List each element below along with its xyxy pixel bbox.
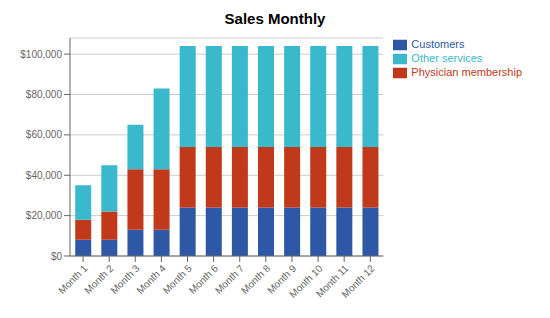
svg-text:Month 1: Month 1 [56, 262, 90, 296]
html-text:Other services: Other services [411, 52, 483, 65]
svg-text:$100,000: $100,000 [20, 49, 62, 60]
svg-text:Month 4: Month 4 [134, 262, 168, 296]
svg-text:Month 3: Month 3 [108, 262, 142, 296]
svg-text:Month 9: Month 9 [265, 262, 299, 296]
svg-text:Month 11: Month 11 [313, 262, 351, 300]
svg-text:$20,000: $20,000 [26, 210, 63, 221]
svg-text:Month 2: Month 2 [82, 262, 116, 296]
html-text:Physician membership: Physician membership [411, 66, 522, 79]
svg-text:Month 5: Month 5 [160, 262, 194, 296]
html-text:Customers: Customers [411, 38, 465, 50]
svg-text:Month 10: Month 10 [287, 262, 325, 300]
svg-text:$80,000: $80,000 [26, 89, 63, 100]
svg-text:$40,000: $40,000 [26, 170, 63, 181]
svg-text:Month 8: Month 8 [238, 262, 273, 296]
svg-text:Month 7: Month 7 [212, 262, 247, 296]
svg-text:$0: $0 [51, 251, 63, 262]
svg-text:Month 6: Month 6 [186, 262, 221, 296]
svg-text:Month 12: Month 12 [339, 262, 377, 300]
html-text:Sales Monthly: Sales Monthly [224, 10, 326, 27]
svg-text:$60,000: $60,000 [26, 129, 63, 140]
